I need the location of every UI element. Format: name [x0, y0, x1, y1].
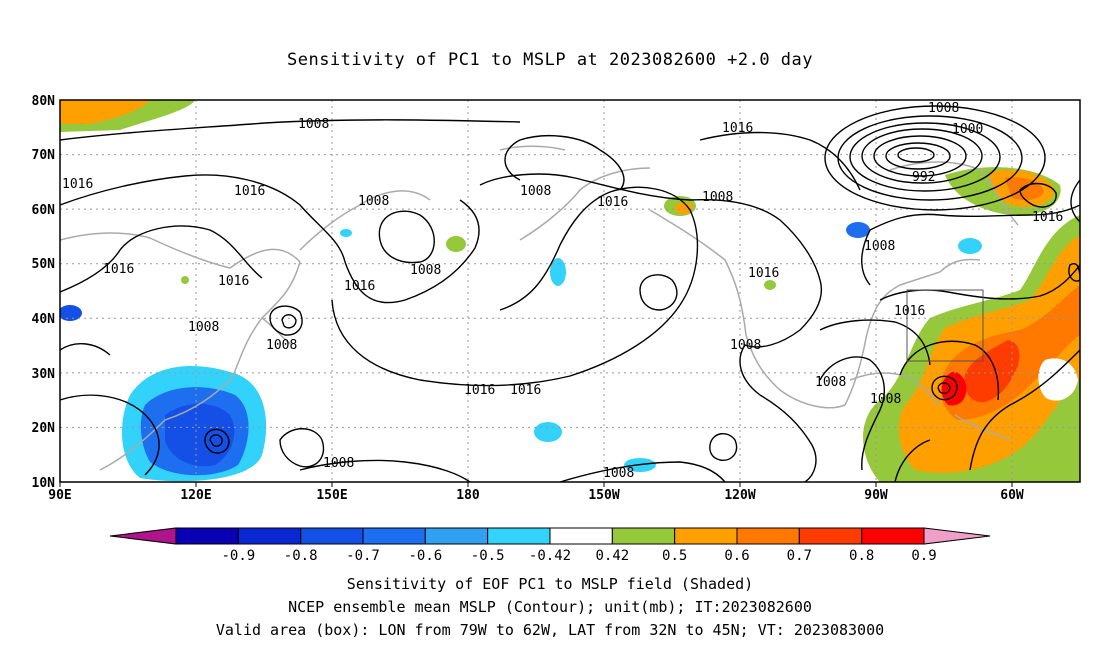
contour-label: 1008 [410, 263, 441, 278]
contour-label: 1008 [188, 320, 219, 335]
contour-label: 1016 [510, 383, 541, 398]
contour-label: 1008 [870, 392, 901, 407]
positive-sensitivity-patch [675, 202, 693, 214]
colorbar-min-arrow [109, 527, 177, 545]
colorbar-label: 0.5 [662, 548, 687, 564]
lat-label: 70N [32, 148, 56, 163]
contour-label: 1008 [520, 184, 551, 199]
colorbar-label: -0.8 [284, 548, 318, 564]
contour-label: 992 [912, 170, 935, 185]
lon-label: 120W [724, 488, 755, 503]
contour-label: 1000 [952, 122, 983, 137]
contour-label: 1016 [344, 279, 375, 294]
colorbar-label: -0.42 [529, 548, 571, 564]
contour-label: 1008 [266, 338, 297, 353]
contour-label: 1008 [702, 190, 733, 205]
colorbar-label: -0.7 [346, 548, 380, 564]
contour-label: 1016 [894, 304, 925, 319]
colorbar-swatch [611, 527, 676, 545]
lat-label: 30N [32, 367, 56, 382]
contour-label: 1008 [358, 194, 389, 209]
contour-label: 1016 [722, 121, 753, 136]
shading-layer [60, 100, 1080, 482]
colorbar-swatch [175, 527, 239, 545]
lon-label: 60W [1000, 488, 1024, 503]
colorbar-label: 0.6 [724, 548, 749, 564]
contour-label: 1016 [1032, 210, 1063, 225]
negative-sensitivity-patch [534, 422, 562, 442]
lat-label: 40N [32, 312, 56, 327]
contour-label: 1016 [218, 274, 249, 289]
contour-label: 1016 [597, 195, 628, 210]
contour-label: 1016 [748, 266, 779, 281]
lat-label: 10N [32, 476, 56, 491]
map-frame [59, 99, 1081, 483]
lat-lon-grid [60, 100, 1080, 482]
lon-label: 90W [864, 488, 888, 503]
colorbar-label: -0.9 [221, 548, 255, 564]
contour-label: 1016 [103, 262, 134, 277]
negative-sensitivity-patch [165, 403, 235, 467]
contour-label: 1016 [464, 383, 495, 398]
colorbar-swatch [487, 527, 551, 545]
contour-label: 1008 [928, 101, 959, 116]
colorbar-swatch [424, 527, 489, 545]
colorbar: -0.9 -0.8 -0.7 -0.6 -0.5 -0.42 0.42 0.5 0.6 0.7 0.… [109, 527, 991, 564]
contour-label: 1008 [730, 338, 761, 353]
positive-sensitivity-patch [941, 371, 967, 406]
colorbar-swatch [798, 527, 863, 545]
positive-sensitivity-patch [181, 276, 189, 284]
positive-sensitivity-patch [446, 236, 466, 252]
colorbar-max-arrow [923, 527, 991, 545]
colorbar-label: -0.5 [471, 548, 505, 564]
contour-label: 1008 [323, 456, 354, 471]
contour-label: 1008 [864, 239, 895, 254]
contour-label: 1016 [62, 177, 93, 192]
contour-label: 1016 [234, 184, 265, 199]
lat-label: 60N [32, 203, 56, 218]
lat-label: 80N [32, 94, 56, 109]
footer-line-2: NCEP ensemble mean MSLP (Contour); unit(… [288, 598, 812, 616]
positive-sensitivity-patch [60, 100, 150, 124]
lon-label: 150E [316, 488, 347, 503]
negative-sensitivity-patch [846, 222, 870, 238]
lon-label: 120E [180, 488, 211, 503]
positive-sensitivity-patch [764, 280, 776, 290]
negative-sensitivity-patch [550, 258, 566, 286]
colorbar-swatch [549, 527, 613, 545]
lon-label: 180 [456, 488, 480, 503]
colorbar-label: 0.7 [787, 548, 812, 564]
negative-sensitivity-patch [340, 229, 352, 237]
contour-label: 1008 [603, 466, 634, 481]
lon-label: 90E [48, 488, 71, 503]
colorbar-swatch [861, 527, 925, 545]
colorbar-swatch [674, 527, 738, 545]
lat-label: 20N [32, 421, 56, 436]
lon-label: 150W [588, 488, 619, 503]
contour-label: 1008 [298, 117, 329, 132]
axis-ticks [59, 482, 1013, 487]
positive-sensitivity-patch [964, 340, 1020, 403]
colorbar-label: 0.42 [595, 548, 629, 564]
colorbar-swatch [237, 527, 302, 545]
colorbar-label: -0.6 [408, 548, 442, 564]
negative-sensitivity-patch [958, 238, 982, 254]
negative-sensitivity-patch [60, 305, 82, 321]
colorbar-swatch [736, 527, 800, 545]
colorbar-label: 0.9 [911, 548, 936, 564]
positive-sensitivity-patch [1038, 358, 1078, 401]
chart-title: Sensitivity of PC1 to MSLP at 2023082600… [286, 50, 813, 70]
lat-label: 50N [32, 257, 56, 272]
mslp-contours [60, 105, 1080, 482]
contour-label: 1008 [815, 375, 846, 390]
footer-line-1: Sensitivity of EOF PC1 to MSLP field (Sh… [346, 575, 754, 593]
colorbar-label: 0.8 [849, 548, 874, 564]
colorbar-swatch [300, 527, 364, 545]
colorbar-swatch [362, 527, 426, 545]
valid-area-box [906, 289, 984, 362]
footer-line-3: Valid area (box): LON from 79W to 62W, L… [215, 621, 885, 639]
coastlines [60, 145, 1019, 471]
